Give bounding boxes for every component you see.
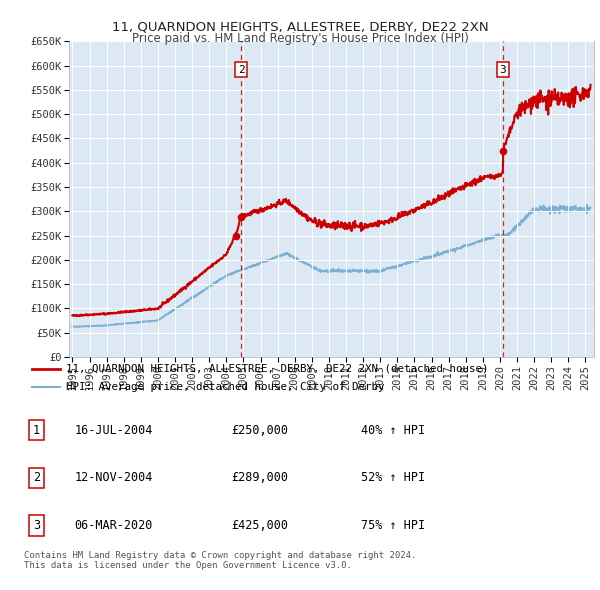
Text: 11, QUARNDON HEIGHTS, ALLESTREE, DERBY, DE22 2XN (detached house): 11, QUARNDON HEIGHTS, ALLESTREE, DERBY, … [66, 364, 488, 374]
Text: 3: 3 [500, 65, 506, 75]
Text: £289,000: £289,000 [232, 471, 289, 484]
Text: 3: 3 [33, 519, 40, 532]
Text: 06-MAR-2020: 06-MAR-2020 [74, 519, 153, 532]
Text: Contains HM Land Registry data © Crown copyright and database right 2024.
This d: Contains HM Land Registry data © Crown c… [24, 550, 416, 570]
Text: 75% ↑ HPI: 75% ↑ HPI [361, 519, 425, 532]
Text: 16-JUL-2004: 16-JUL-2004 [74, 424, 153, 437]
Text: HPI: Average price, detached house, City of Derby: HPI: Average price, detached house, City… [66, 382, 385, 392]
Text: 12-NOV-2004: 12-NOV-2004 [74, 471, 153, 484]
Text: 1: 1 [33, 424, 40, 437]
Text: £425,000: £425,000 [232, 519, 289, 532]
Text: 2: 2 [33, 471, 40, 484]
Text: 40% ↑ HPI: 40% ↑ HPI [361, 424, 425, 437]
Text: Price paid vs. HM Land Registry's House Price Index (HPI): Price paid vs. HM Land Registry's House … [131, 32, 469, 45]
Text: 2: 2 [238, 65, 245, 75]
Text: £250,000: £250,000 [232, 424, 289, 437]
Text: 52% ↑ HPI: 52% ↑ HPI [361, 471, 425, 484]
Text: 11, QUARNDON HEIGHTS, ALLESTREE, DERBY, DE22 2XN: 11, QUARNDON HEIGHTS, ALLESTREE, DERBY, … [112, 21, 488, 34]
